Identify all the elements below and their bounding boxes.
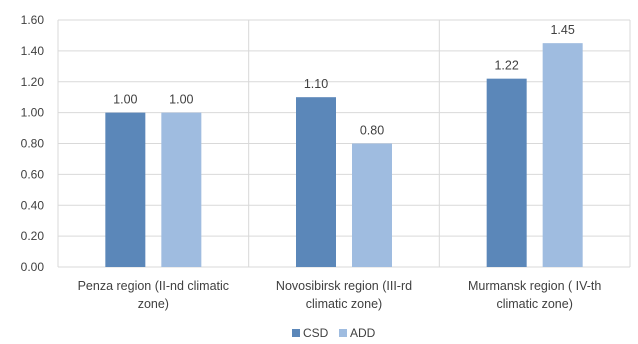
data-label: 1.00 [169,93,193,107]
data-label: 1.45 [550,23,574,37]
data-label: 1.00 [113,93,137,107]
category-label: climatic zone) [306,297,382,311]
legend-swatch-add [339,329,347,337]
bar-add-0 [161,112,202,267]
bar-csd-1 [296,97,336,267]
bar-csd-0 [105,112,146,267]
data-label: 1.10 [304,77,328,91]
category-label: zone) [138,297,169,311]
bar-add-2 [542,43,583,267]
y-tick-label: 0.80 [21,137,45,151]
data-label: 0.80 [360,124,384,138]
y-tick-label: 0.40 [21,198,45,212]
y-tick-label: 1.60 [21,13,45,27]
legend-label: ADD [350,326,376,340]
category-label: Novosibirsk region (III-rd [276,279,412,293]
bar-csd-2 [486,78,527,267]
data-label: 1.22 [494,59,518,73]
bar-add-1 [352,143,392,267]
y-tick-label: 1.00 [21,106,45,120]
category-label: Murmansk region ( IV-th [468,279,601,293]
legend-label: CSD [303,326,329,340]
y-tick-label: 1.20 [21,75,45,89]
y-tick-label: 0.00 [21,260,45,274]
category-label: Penza region (II-nd climatic [78,279,229,293]
y-tick-label: 0.20 [21,229,45,243]
y-tick-label: 0.60 [21,167,45,181]
category-label: climatic zone) [496,297,572,311]
legend-swatch-csd [292,329,300,337]
y-tick-label: 1.40 [21,44,45,58]
